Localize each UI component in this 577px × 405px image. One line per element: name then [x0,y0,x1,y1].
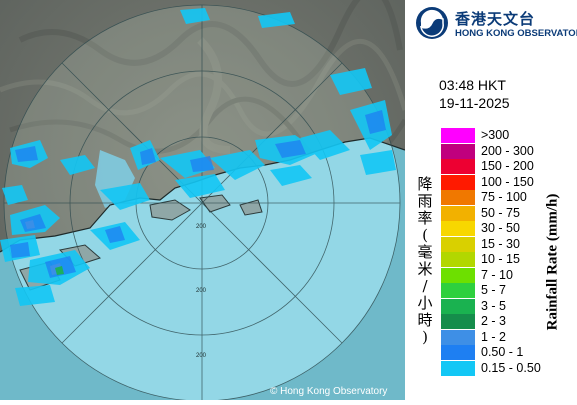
legend-row: 30 - 50 [441,221,571,236]
legend-label: 1 - 2 [481,329,507,344]
legend-color-swatch [441,345,475,360]
legend-color-swatch [441,128,475,143]
legend-row: 2 - 3 [441,314,571,329]
legend-label: 5 - 7 [481,283,507,297]
legend-color-swatch [441,190,475,205]
legend-row: 7 - 10 [441,267,571,283]
legend-row: 1 - 2 [441,329,571,345]
legend-color-swatch [441,267,475,283]
legend-color-swatch [441,205,475,221]
legend-color-swatch [441,143,475,159]
logo-chinese-text: 香港天文台 [455,10,536,28]
legend-label: 75 - 100 [481,190,527,204]
legend-label: >300 [481,128,510,142]
legend-row: 10 - 15 [441,252,571,267]
legend-color-swatch [441,329,475,345]
legend-color-swatch [441,252,475,267]
legend-label: 10 - 15 [481,252,520,266]
legend-label: 0.50 - 1 [481,345,524,359]
legend-color-swatch [441,298,475,314]
legend-row: 5 - 7 [441,283,571,298]
copyright-text: © Hong Kong Observatory [270,386,388,397]
legend-row: 75 - 100 [441,190,571,205]
legend-label: 200 - 300 [481,143,534,158]
legend-color-swatch [441,159,475,174]
radar-map: 200 200 200 © Hong Kong Observatory [0,0,408,402]
legend-title-english: Rainfall Rate (mm/h) [544,193,561,331]
range-rings [3,4,401,402]
legend-row: 0.50 - 1 [441,345,571,360]
range-labels: 200 200 200 [196,224,207,359]
legend-label: 100 - 150 [481,174,534,189]
hko-emblem-icon [416,7,448,39]
legend-label: 2 - 3 [481,314,507,328]
legend-label: 0.15 - 0.50 [481,360,541,375]
timestamp: 03:48 HKT 19-11-2025 [439,76,510,112]
logo-english-text: HONG KONG OBSERVATORY [455,28,577,39]
range-label: 200 [196,353,207,359]
legend-color-swatch [441,236,475,252]
time-text: 03:48 HKT [439,77,506,93]
legend-label: 30 - 50 [481,221,520,235]
range-label: 200 [196,224,207,230]
legend-row: 100 - 150 [441,174,571,190]
radar-echoes [0,8,396,306]
legend-label: 50 - 75 [481,205,520,220]
legend-row: 150 - 200 [441,159,571,174]
radar-map-canvas: 200 200 200 [0,0,408,402]
legend-title-chinese: 降 雨 率 ( 毫 米 / 小 時 ) [417,175,433,346]
legend-color-swatch [441,283,475,298]
legend-row: 0.15 - 0.50 [441,360,571,376]
legend-row: 3 - 5 [441,298,571,314]
legend-row: >300 [441,128,571,143]
legend-color-swatch [441,360,475,376]
legend-label: 7 - 10 [481,267,513,282]
date-text: 19-11-2025 [439,95,510,111]
legend-color-swatch [441,174,475,190]
hko-logo: 香港天文台 HONG KONG OBSERVATORY [415,6,577,42]
legend-label: 3 - 5 [481,298,507,313]
legend-label: 150 - 200 [481,159,534,173]
legend-row: 200 - 300 [441,143,571,159]
legend-panel: 香港天文台 HONG KONG OBSERVATORY 03:48 HKT 19… [405,0,577,400]
legend-row: 15 - 30 [441,236,571,252]
legend-color-swatch [441,314,475,329]
legend-row: 50 - 75 [441,205,571,221]
legend-color-swatch [441,221,475,236]
legend-label: 15 - 30 [481,236,520,251]
range-label: 200 [196,288,207,294]
